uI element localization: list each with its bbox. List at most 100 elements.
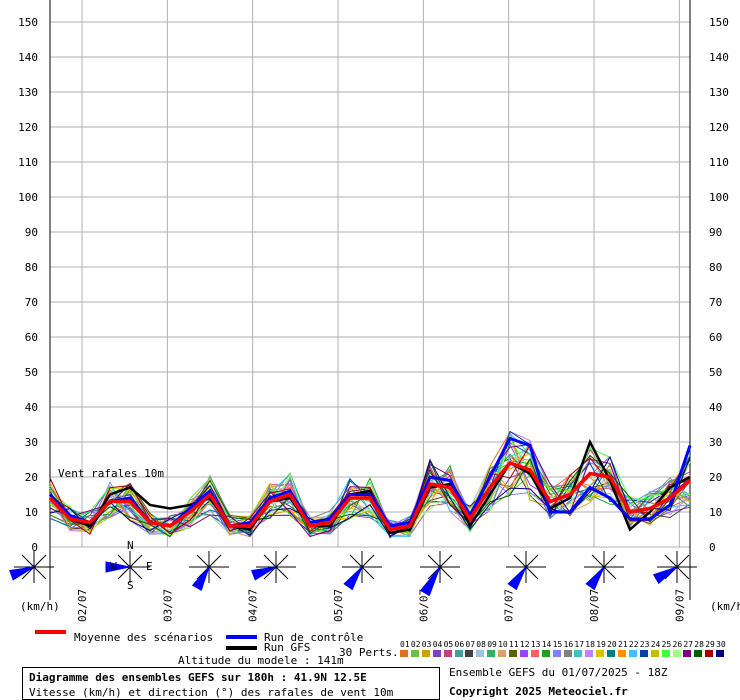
wind-direction-wedge (507, 566, 527, 591)
pert-number: 16 (563, 640, 574, 649)
y-tick-label-right: 140 (709, 51, 729, 64)
y-tick-label-left: 0 (31, 541, 38, 554)
pert-number: 01 (400, 640, 410, 649)
wind-rose (419, 551, 460, 597)
y-tick-label-right: 150 (709, 16, 729, 29)
pert-color-cell (596, 650, 605, 657)
pert-number: 29 (705, 640, 715, 649)
y-tick-label-right: 0 (709, 541, 716, 554)
x-date-label: 04/07 (247, 589, 260, 622)
y-tick-label-right: 50 (709, 366, 722, 379)
wind-direction-wedge (585, 566, 605, 591)
footer-title: Diagramme des ensembles GEFS sur 180h : … (29, 671, 367, 684)
pert-color-cell (585, 650, 594, 657)
pert-color-cell (421, 650, 430, 657)
wind-rose (189, 551, 229, 592)
pert-color-cell (530, 650, 539, 657)
compass-w: W (110, 560, 117, 573)
x-date-label: 03/07 (161, 589, 174, 622)
pert-color-cell (400, 650, 408, 657)
pert-number: 09 (487, 640, 497, 649)
y-tick-label-left: 150 (18, 16, 38, 29)
pert-color-cell (410, 650, 419, 657)
pert-number: 21 (618, 640, 628, 649)
wind-rose (105, 551, 150, 583)
y-tick-label-right: 130 (709, 86, 729, 99)
y-tick-label-left: 30 (25, 436, 38, 449)
pert-color-cell (672, 650, 681, 657)
pert-number: 25 (661, 640, 672, 649)
y-tick-label-left: 120 (18, 121, 38, 134)
wind-rose (251, 551, 296, 583)
x-date-label: 02/07 (76, 589, 89, 622)
compass-s: S (127, 579, 134, 592)
pert-color-cell (498, 650, 507, 657)
y-tick-label-left: 90 (25, 226, 38, 239)
series-line (49, 438, 691, 535)
y-tick-label-right: 120 (709, 121, 729, 134)
pert-color-cell (650, 650, 659, 657)
series-line (48, 460, 692, 532)
wind-direction-wedge (105, 561, 131, 573)
wind-direction-roses: N SE W (9, 539, 697, 597)
y-tick-label-left: 80 (25, 261, 38, 274)
pert-number: 13 (530, 640, 541, 649)
wind-rose (342, 551, 382, 591)
pert-number: 27 (683, 640, 694, 649)
compass-n: N (127, 539, 134, 552)
pert-color-cell (454, 650, 463, 657)
pert-number: 07 (465, 640, 476, 649)
y-tick-label-left: 20 (25, 471, 38, 484)
wind-direction-wedge (191, 566, 210, 592)
x-date-labels: 02/07 03/07 04/07 05/07 06/07 07/07 08/07 09/07 (76, 589, 686, 622)
pert-color-cell (661, 650, 670, 657)
pert-number: 10 (498, 640, 508, 649)
pert-color-cell (519, 650, 528, 657)
perturbation-line (49, 457, 691, 532)
pert-number: 04 (432, 640, 443, 649)
y-tick-label-left: 10 (25, 506, 38, 519)
control-label: Run de contrôle (264, 631, 364, 644)
perts-label: 30 Perts. (339, 646, 399, 659)
pert-number: 17 (574, 640, 585, 649)
x-date-label: 07/07 (503, 589, 516, 622)
pert-number: 22 (628, 640, 639, 649)
footer-box: Diagramme des ensembles GEFS sur 180h : … (22, 667, 440, 700)
pert-number: 14 (541, 640, 552, 649)
pert-number: 15 (552, 640, 563, 649)
pert-color-cell (574, 650, 583, 657)
pert-number: 12 (519, 640, 530, 649)
pert-number: 11 (509, 640, 519, 649)
pert-number: 03 (421, 640, 432, 649)
plot-area (50, 0, 690, 547)
y-tick-label-right: 100 (709, 191, 729, 204)
wind-direction-wedge (652, 566, 678, 585)
y-tick-label-right: 80 (709, 261, 722, 274)
gfs-swatch (226, 646, 257, 650)
pert-color-cell (487, 650, 496, 657)
y-tick-label-left: 110 (18, 156, 38, 169)
pert-number: 06 (454, 640, 465, 649)
x-date-label: 06/07 (417, 589, 430, 622)
mean-swatch (35, 630, 66, 634)
pert-color-cell (694, 650, 703, 657)
y-tick-label-left: 50 (25, 366, 38, 379)
pert-number: 08 (476, 640, 486, 649)
pert-color-cell (509, 650, 517, 657)
y-tick-label-left: 40 (25, 401, 38, 414)
gfs-label: Run GFS (264, 641, 311, 654)
pert-number: 24 (650, 640, 661, 649)
chart-grid (49, 0, 691, 600)
pert-number: 30 (716, 640, 726, 649)
pert-color-cell (607, 650, 616, 657)
y-tick-label-right: 30 (709, 436, 722, 449)
wind-rose (506, 551, 546, 591)
wind-rose (9, 551, 54, 583)
wind-direction-wedge (251, 566, 277, 581)
y-tick-label-right: 110 (709, 156, 729, 169)
y-tick-label-right: 90 (709, 226, 722, 239)
pert-color-cell (552, 650, 561, 657)
pert-color-cell (705, 650, 714, 657)
pert-number: 02 (410, 640, 421, 649)
pert-color-cell (639, 650, 648, 657)
